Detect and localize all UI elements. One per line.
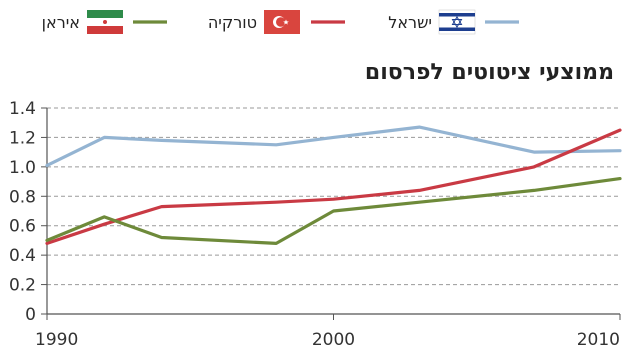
series-line bbox=[45, 125, 622, 167]
legend-label: איראן bbox=[42, 13, 80, 32]
x-tick-label: 2010 bbox=[577, 330, 620, 350]
series-line bbox=[45, 177, 622, 245]
legend-label: טורקיה bbox=[208, 13, 257, 32]
legend-item: ישראל bbox=[388, 9, 519, 35]
x-tick-label: 2000 bbox=[312, 330, 355, 350]
y-tick-label: 0.6 bbox=[9, 217, 36, 237]
israel-flag-icon bbox=[438, 9, 476, 35]
series-lines bbox=[45, 125, 622, 245]
gridlines bbox=[47, 107, 620, 286]
y-tick-label: 0 bbox=[25, 305, 36, 325]
y-tick-label: 0.2 bbox=[9, 276, 36, 296]
iran-flag-icon bbox=[87, 10, 123, 34]
y-tick-label: 1.4 bbox=[9, 99, 36, 119]
turkey-flag-icon bbox=[264, 10, 300, 34]
y-tick-label: 0.8 bbox=[9, 187, 36, 207]
y-tick-label: 1.2 bbox=[9, 128, 36, 148]
axes: 0 0.2 0.4 0.6 0.8 1.0 1.2 1.4 1990 2000 2010 bbox=[9, 99, 621, 350]
x-tick-label: 1990 bbox=[35, 330, 78, 350]
legend-item: איראן bbox=[42, 10, 167, 34]
chart-title: ממוצעי ציטוטים לפרסום bbox=[365, 60, 614, 85]
y-tick-label: 0.4 bbox=[9, 246, 36, 266]
y-tick-label: 1.0 bbox=[9, 158, 36, 178]
legend: ישראל טורקיה איראן bbox=[42, 9, 519, 35]
legend-item: טורקיה bbox=[208, 10, 345, 34]
legend-label: ישראל bbox=[388, 13, 432, 32]
